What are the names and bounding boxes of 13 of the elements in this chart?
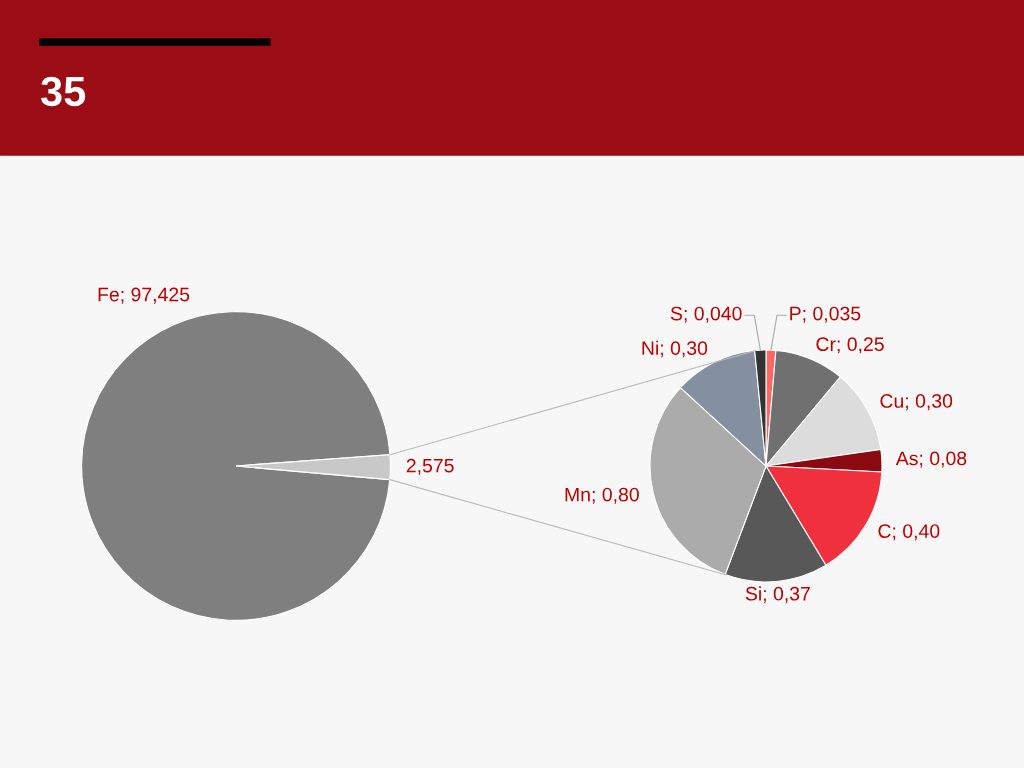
slice-label: Cu; 0,30 bbox=[880, 394, 953, 411]
slice-label: Mn; 0,80 bbox=[565, 487, 639, 504]
slice-label: C; 0,40 bbox=[878, 524, 940, 541]
slice-label: S; 0,040 bbox=[670, 306, 742, 323]
pie-slice bbox=[81, 311, 391, 621]
slice-label: Ni; 0,30 bbox=[642, 340, 708, 358]
slice-label: As; 0,08 bbox=[895, 451, 967, 468]
data-label: 2,575 bbox=[406, 458, 454, 475]
slice-label: Si; 0,37 bbox=[745, 586, 810, 603]
slice-label: Fe; 97,425 bbox=[98, 287, 190, 304]
chart-title: 35 bbox=[40, 76, 86, 107]
slice-label: P; 0,035 bbox=[790, 306, 861, 323]
slice-label: Cr; 0,25 bbox=[816, 337, 884, 354]
